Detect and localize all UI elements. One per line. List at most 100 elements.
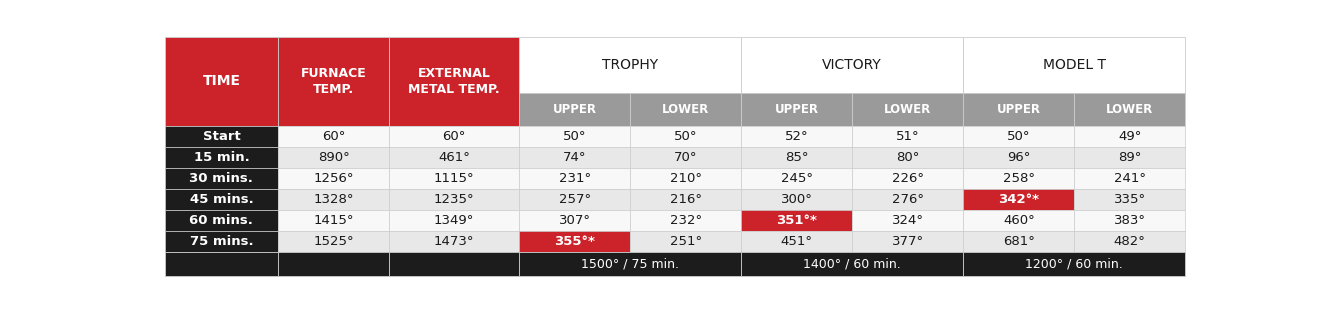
Bar xyxy=(963,231,1075,252)
Bar xyxy=(519,147,630,168)
Text: 210°: 210° xyxy=(669,172,702,185)
Bar xyxy=(1075,93,1185,126)
Text: 216°: 216° xyxy=(669,193,702,206)
Text: 460°: 460° xyxy=(1002,214,1035,227)
Bar xyxy=(1075,189,1185,210)
Text: 49°: 49° xyxy=(1118,130,1142,143)
Text: 241°: 241° xyxy=(1114,172,1146,185)
Bar xyxy=(390,37,519,126)
Bar xyxy=(278,147,390,168)
Bar xyxy=(390,231,519,252)
Bar xyxy=(278,37,390,126)
Bar xyxy=(1075,126,1185,147)
Bar xyxy=(741,37,963,93)
Text: 85°: 85° xyxy=(785,151,809,164)
Text: 1525°: 1525° xyxy=(313,235,354,248)
Text: 231°: 231° xyxy=(558,172,591,185)
Text: 1256°: 1256° xyxy=(313,172,354,185)
Bar xyxy=(852,210,963,231)
Text: TIME: TIME xyxy=(203,74,241,88)
Text: 258°: 258° xyxy=(1002,172,1035,185)
Text: 96°: 96° xyxy=(1008,151,1030,164)
Text: 1415°: 1415° xyxy=(313,214,354,227)
Bar xyxy=(519,210,630,231)
Bar xyxy=(1075,210,1185,231)
Text: LOWER: LOWER xyxy=(662,103,710,116)
Bar xyxy=(963,168,1075,189)
Bar xyxy=(519,93,630,126)
Text: 15 min.: 15 min. xyxy=(194,151,249,164)
Bar xyxy=(630,93,741,126)
Text: 300°: 300° xyxy=(781,193,813,206)
Bar xyxy=(519,231,630,252)
Text: 1115°: 1115° xyxy=(433,172,474,185)
Bar xyxy=(852,147,963,168)
Text: 1349°: 1349° xyxy=(435,214,474,227)
Bar xyxy=(741,147,852,168)
Text: EXTERNAL
METAL TEMP.: EXTERNAL METAL TEMP. xyxy=(408,67,500,96)
Text: 245°: 245° xyxy=(781,172,813,185)
Text: 45 mins.: 45 mins. xyxy=(190,193,253,206)
Bar xyxy=(165,252,278,276)
Text: Start: Start xyxy=(203,130,240,143)
Text: 50°: 50° xyxy=(1008,130,1030,143)
Text: 461°: 461° xyxy=(439,151,470,164)
Text: LOWER: LOWER xyxy=(884,103,931,116)
Text: 226°: 226° xyxy=(892,172,923,185)
Bar xyxy=(165,231,278,252)
Text: 1200° / 60 min.: 1200° / 60 min. xyxy=(1026,258,1123,270)
Bar xyxy=(630,189,741,210)
Text: 377°: 377° xyxy=(892,235,923,248)
Text: 89°: 89° xyxy=(1118,151,1142,164)
Text: MODEL T: MODEL T xyxy=(1043,58,1106,72)
Text: 1328°: 1328° xyxy=(313,193,354,206)
Text: 307°: 307° xyxy=(558,214,590,227)
Text: 355°*: 355°* xyxy=(554,235,595,248)
Bar xyxy=(165,126,278,147)
Bar xyxy=(741,126,852,147)
Bar xyxy=(278,168,390,189)
Text: LOWER: LOWER xyxy=(1106,103,1154,116)
Text: 232°: 232° xyxy=(669,214,702,227)
Text: 1235°: 1235° xyxy=(433,193,474,206)
Bar xyxy=(519,37,741,93)
Text: 50°: 50° xyxy=(674,130,698,143)
Bar xyxy=(630,210,741,231)
Bar xyxy=(390,189,519,210)
Bar xyxy=(963,147,1075,168)
Bar xyxy=(741,210,852,231)
Text: 51°: 51° xyxy=(896,130,919,143)
Bar xyxy=(630,126,741,147)
Bar xyxy=(1075,231,1185,252)
Bar xyxy=(852,168,963,189)
Text: 50°: 50° xyxy=(562,130,586,143)
Bar xyxy=(852,231,963,252)
Text: 30 mins.: 30 mins. xyxy=(190,172,253,185)
Text: 482°: 482° xyxy=(1114,235,1146,248)
Bar xyxy=(741,168,852,189)
Text: 74°: 74° xyxy=(562,151,586,164)
Bar xyxy=(278,252,390,276)
Text: FURNACE
TEMP.: FURNACE TEMP. xyxy=(300,67,366,96)
Text: UPPER: UPPER xyxy=(553,103,597,116)
Bar xyxy=(963,210,1075,231)
Text: 1400° / 60 min.: 1400° / 60 min. xyxy=(803,258,901,270)
Bar xyxy=(278,126,390,147)
Text: 60°: 60° xyxy=(321,130,345,143)
Bar xyxy=(278,189,390,210)
Text: 251°: 251° xyxy=(669,235,702,248)
Bar xyxy=(852,189,963,210)
Text: 60 mins.: 60 mins. xyxy=(190,214,253,227)
Text: UPPER: UPPER xyxy=(997,103,1040,116)
Text: 383°: 383° xyxy=(1114,214,1146,227)
Bar xyxy=(741,189,852,210)
Bar xyxy=(963,37,1185,93)
Bar xyxy=(519,168,630,189)
Text: 75 mins.: 75 mins. xyxy=(190,235,253,248)
Text: 351°*: 351°* xyxy=(776,214,817,227)
Text: 342°*: 342°* xyxy=(998,193,1039,206)
Bar xyxy=(165,210,278,231)
Bar xyxy=(165,37,278,126)
Text: 681°: 681° xyxy=(1002,235,1035,248)
Text: 70°: 70° xyxy=(674,151,698,164)
